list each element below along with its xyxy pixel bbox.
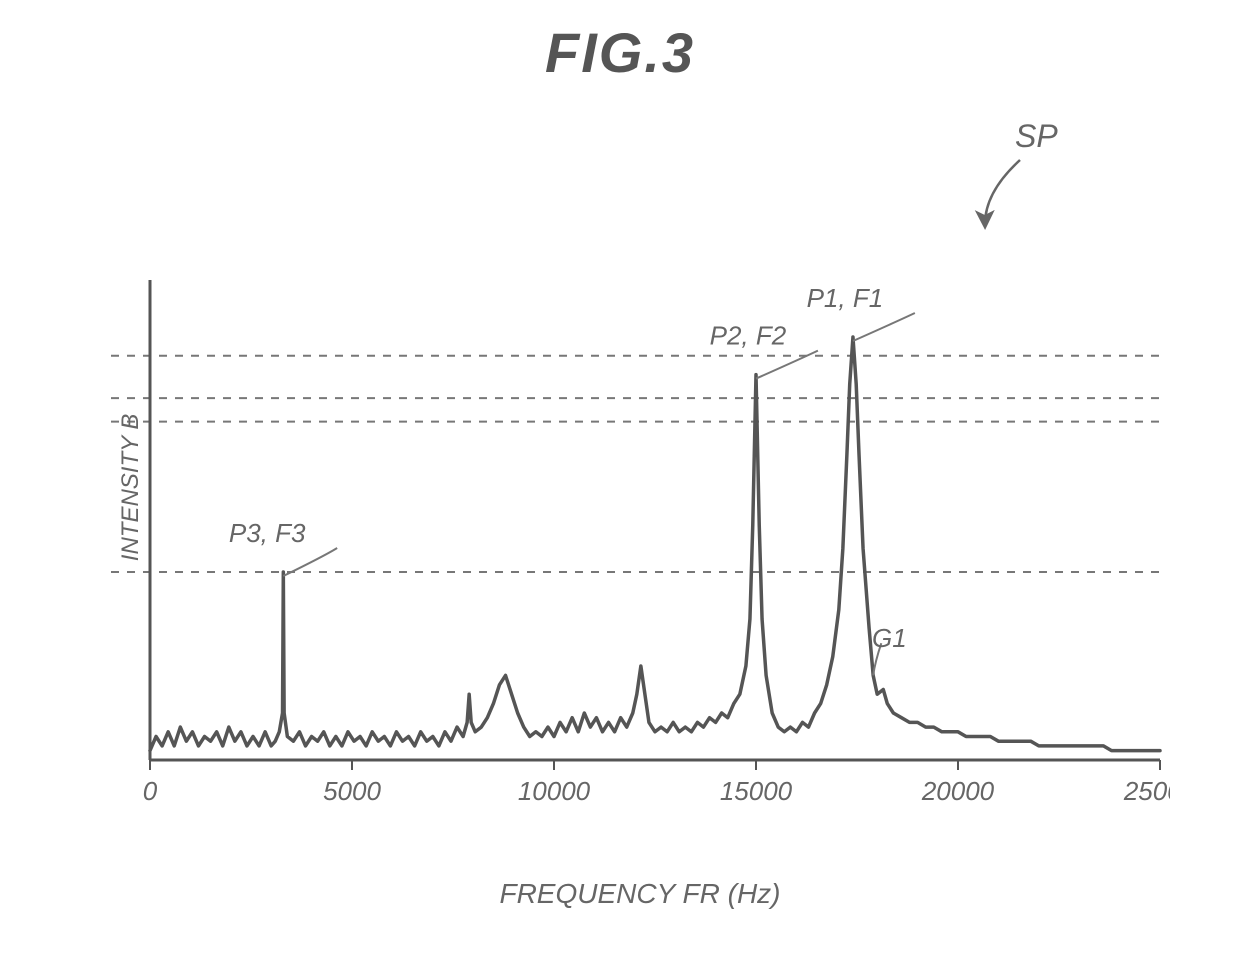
peak-leader: [853, 313, 915, 341]
peak-label-p1-f1: P1, F1: [807, 283, 884, 313]
chart-canvas: B1B2BAB3INTENSITY B050001000015000200002…: [110, 280, 1170, 810]
x-tick-label: 20000: [921, 776, 995, 806]
y-axis-label: INTENSITY B: [117, 414, 144, 562]
figure-title: FIG.3: [0, 20, 1240, 85]
x-tick-label: 15000: [720, 776, 793, 806]
x-axis-label: FREQUENCY FR (Hz): [110, 878, 1170, 910]
peak-label-p2-f2: P2, F2: [710, 321, 787, 351]
x-tick-label: 5000: [323, 776, 381, 806]
x-tick-label: 0: [143, 776, 158, 806]
x-tick-label: 10000: [518, 776, 591, 806]
sp-annotation-label: SP: [1015, 118, 1058, 155]
spectrum-chart: B1B2BAB3INTENSITY B050001000015000200002…: [110, 280, 1170, 810]
g1-label: G1: [872, 623, 907, 653]
x-tick-label: 25000: [1123, 776, 1170, 806]
peak-label-p3-f3: P3, F3: [229, 518, 306, 548]
